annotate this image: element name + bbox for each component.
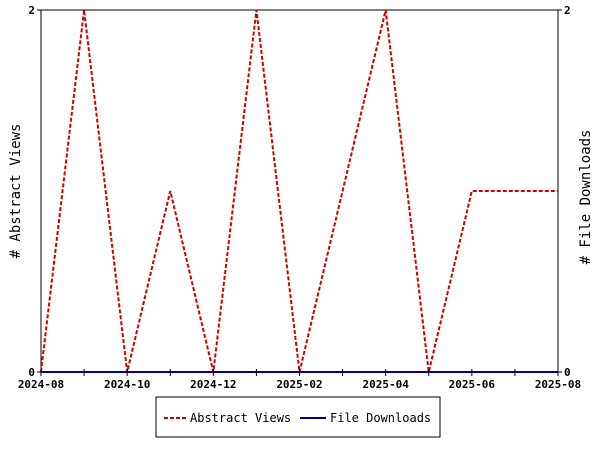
legend-label-file-downloads: File Downloads bbox=[330, 411, 431, 425]
plot-area bbox=[40, 9, 559, 373]
x-tick-label: 2025-04 bbox=[362, 378, 409, 391]
y-axis-label-left: # Abstract Views bbox=[8, 124, 24, 259]
legend: Abstract Views File Downloads bbox=[155, 396, 441, 438]
y-tick-label-left: 2 bbox=[28, 4, 35, 17]
legend-box bbox=[155, 396, 441, 438]
y-tick-label-right: 0 bbox=[564, 366, 571, 379]
y-axis-label-right: # File Downloads bbox=[578, 130, 594, 265]
x-tick-label: 2024-08 bbox=[18, 378, 64, 391]
x-tick-label: 2025-08 bbox=[535, 378, 581, 391]
y-tick-label-right: 2 bbox=[564, 4, 571, 17]
plot-frame bbox=[40, 9, 559, 373]
x-tick-label: 2025-02 bbox=[276, 378, 322, 391]
y-tick-label-left: 0 bbox=[28, 366, 35, 379]
x-tick-label: 2025-06 bbox=[449, 378, 496, 391]
x-tick-label: 2024-12 bbox=[190, 378, 236, 391]
ticks-layer: 2024-08 2024-10 2024-12 2025-02 2025-04 2025-… bbox=[18, 4, 581, 391]
legend-label-abstract-views: Abstract Views bbox=[190, 411, 291, 425]
x-tick-label: 2024-10 bbox=[104, 378, 150, 391]
